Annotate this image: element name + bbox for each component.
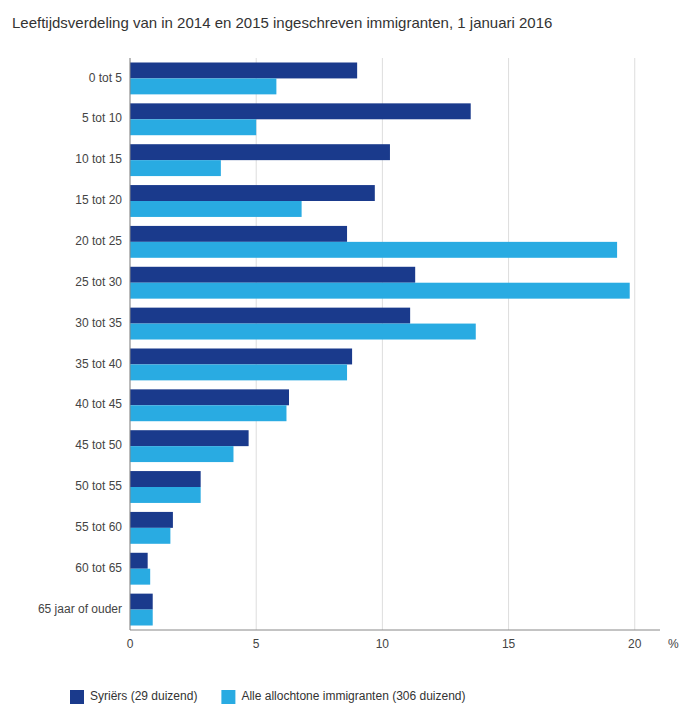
y-tick-label: 50 tot 55 bbox=[75, 479, 122, 493]
bar bbox=[130, 364, 347, 380]
y-tick-label: 60 tot 65 bbox=[75, 561, 122, 575]
title: Leeftijdsverdeling van in 2014 en 2015 i… bbox=[12, 14, 552, 31]
grid-line bbox=[382, 58, 383, 630]
x-tick-label: 0 bbox=[127, 637, 134, 651]
bar bbox=[130, 389, 289, 405]
y-tick-label: 40 tot 45 bbox=[75, 397, 122, 411]
bar bbox=[130, 78, 276, 94]
y-tick-label: 55 tot 60 bbox=[75, 520, 122, 534]
y-axis-line bbox=[130, 58, 131, 630]
y-tick-label: 25 tot 30 bbox=[75, 275, 122, 289]
bar bbox=[130, 160, 221, 176]
x-tick-label: 5 bbox=[253, 637, 260, 651]
bar bbox=[130, 119, 256, 135]
bar bbox=[130, 594, 153, 610]
bar bbox=[130, 185, 375, 201]
bar bbox=[130, 324, 476, 340]
legend-swatch bbox=[221, 690, 235, 704]
y-tick-label: 35 tot 40 bbox=[75, 357, 122, 371]
bar bbox=[130, 144, 390, 160]
bar bbox=[130, 267, 415, 283]
y-tick-label: 45 tot 50 bbox=[75, 438, 122, 452]
bar bbox=[130, 62, 357, 78]
bar bbox=[130, 430, 249, 446]
bar bbox=[130, 103, 471, 119]
x-tick-label: 15 bbox=[502, 637, 516, 651]
x-tick-label: 20 bbox=[628, 637, 642, 651]
bar bbox=[130, 201, 302, 217]
grid-line bbox=[256, 58, 257, 630]
bar bbox=[130, 528, 170, 544]
chart: Leeftijdsverdeling van in 2014 en 2015 i… bbox=[0, 0, 700, 726]
y-tick-label: 15 tot 20 bbox=[75, 193, 122, 207]
bar bbox=[130, 446, 233, 462]
legend-label: Alle allochtone immigranten (306 duizend… bbox=[241, 689, 465, 703]
x-axis-label: % bbox=[668, 637, 679, 651]
y-tick-label: 5 tot 10 bbox=[82, 111, 122, 125]
bar bbox=[130, 283, 630, 299]
grid bbox=[130, 58, 635, 630]
bar bbox=[130, 308, 410, 324]
bar bbox=[130, 471, 201, 487]
bar bbox=[130, 610, 153, 626]
grid-line bbox=[130, 58, 131, 630]
x-tick-label: 10 bbox=[376, 637, 390, 651]
grid-line bbox=[634, 58, 635, 630]
legend-label: Syriërs (29 duizend) bbox=[90, 689, 197, 703]
grid-line bbox=[508, 58, 509, 630]
legend: Syriërs (29 duizend) Alle allochtone immi… bbox=[70, 689, 466, 704]
bar bbox=[130, 405, 286, 421]
bars bbox=[130, 62, 630, 625]
bar bbox=[130, 512, 173, 528]
bar bbox=[130, 553, 148, 569]
y-tick-label: 0 tot 5 bbox=[89, 71, 123, 85]
legend-swatch bbox=[70, 690, 84, 704]
bar bbox=[130, 487, 201, 503]
y-tick-label: 65 jaar of ouder bbox=[38, 602, 122, 616]
x-axis-line bbox=[130, 630, 660, 631]
bar bbox=[130, 242, 617, 258]
bar bbox=[130, 569, 150, 585]
y-tick-label: 20 tot 25 bbox=[75, 234, 122, 248]
bar bbox=[130, 348, 352, 364]
y-tick-label: 30 tot 35 bbox=[75, 316, 122, 330]
y-tick-label: 10 tot 15 bbox=[75, 152, 122, 166]
bar bbox=[130, 226, 347, 242]
